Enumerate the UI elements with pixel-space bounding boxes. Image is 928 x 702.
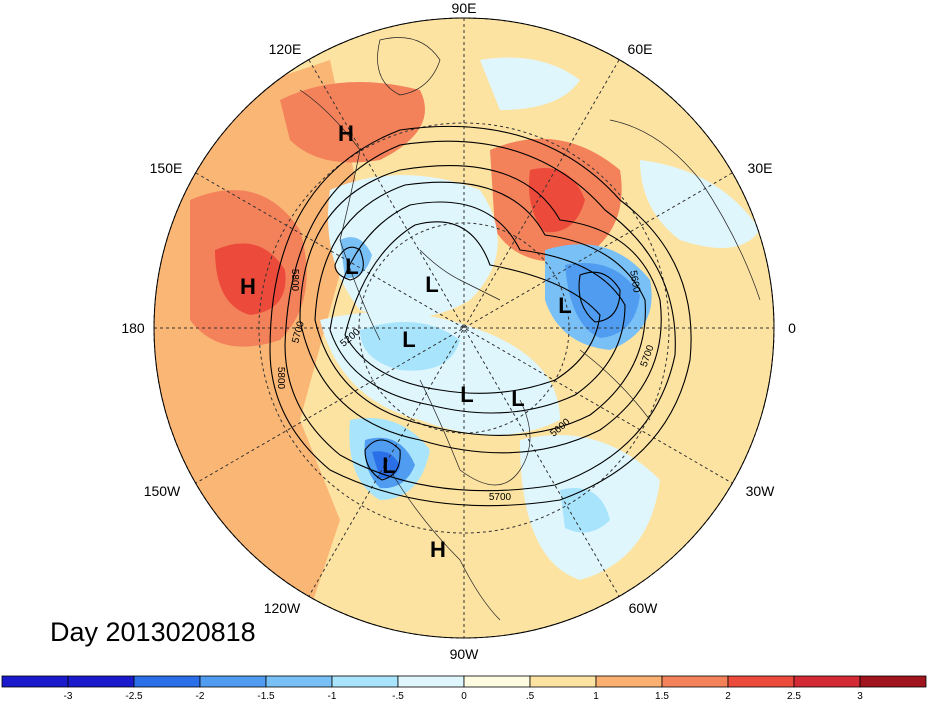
colorbar-swatch — [529, 675, 597, 688]
colorbar-tick-label: 0 — [461, 691, 467, 702]
lon-label-90e: 90E — [452, 0, 477, 16]
lon-label-60e: 60E — [628, 41, 653, 57]
colorbar-tick-label: -2 — [196, 691, 205, 702]
colorbar-swatch — [793, 675, 861, 688]
colorbar-tick-label: 3 — [857, 691, 863, 702]
low-center: L — [511, 386, 524, 411]
lon-label-0: 0 — [788, 320, 796, 336]
high-center: H — [240, 274, 256, 299]
contour-label: 5800 — [275, 367, 286, 390]
map-title: Day 2013020818 — [50, 617, 256, 647]
low-center: L — [558, 293, 571, 318]
coastlines — [299, 37, 761, 621]
colorbar-tick-label: -3 — [64, 691, 73, 702]
low-center: L — [402, 327, 415, 352]
high-center: H — [430, 537, 446, 562]
lon-label-120w: 120W — [264, 600, 301, 616]
colorbar-tick-label: -1.5 — [257, 691, 275, 702]
colorbar-tick-label: -1 — [328, 691, 337, 702]
high-center: H — [338, 121, 354, 146]
colorbar: -3 -2.5 -2 -1.5 -1 -.5 0 .5 1 1.5 2 2.5 3 — [1, 675, 927, 702]
colorbar-tick-label: -.5 — [392, 691, 404, 702]
colorbar-tick-label: .5 — [526, 691, 535, 702]
longitude-labels: 90E 60E 120E 30E 150E 180 0 150W 30W 120… — [121, 0, 796, 662]
colorbar-swatch — [397, 675, 465, 688]
lon-label-150w: 150W — [144, 483, 181, 499]
colorbar-swatch — [133, 675, 201, 688]
colorbar-swatch — [331, 675, 399, 688]
lon-label-60w: 60W — [629, 600, 659, 616]
colorbar-swatch — [463, 675, 531, 688]
colorbar-tick-label: 1.5 — [655, 691, 669, 702]
colorbar-swatch — [595, 675, 663, 688]
colorbar-swatch — [661, 675, 729, 688]
colorbar-swatch — [859, 675, 927, 688]
colorbar-swatch — [1, 675, 69, 688]
colorbar-tick-label: 1 — [593, 691, 599, 702]
height-contours — [269, 125, 692, 507]
colorbar-tick-label: 2.5 — [787, 691, 801, 702]
lon-label-120e: 120E — [269, 41, 302, 57]
lon-label-30w: 30W — [746, 483, 776, 499]
lon-label-90w: 90W — [450, 646, 480, 662]
low-center: L — [382, 453, 395, 478]
contour-label: 5600 — [627, 270, 642, 294]
colorbar-swatch — [67, 675, 135, 688]
colorbar-swatches — [1, 675, 927, 688]
lon-label-30e: 30E — [748, 160, 773, 176]
colorbar-swatch — [199, 675, 267, 688]
low-center: L — [345, 254, 358, 279]
low-center: L — [460, 382, 473, 407]
colorbar-tick-label: 2 — [725, 691, 731, 702]
lon-label-150e: 150E — [150, 160, 183, 176]
colorbar-swatch — [265, 675, 333, 688]
colorbar-tick-label: -2.5 — [125, 691, 143, 702]
contour-label: 5700 — [489, 492, 512, 503]
colorbar-swatch — [727, 675, 795, 688]
low-center: L — [425, 272, 438, 297]
lon-label-180: 180 — [121, 320, 145, 336]
contour-label: 5800 — [289, 269, 300, 292]
pressure-centers: H H H L L L L L L L L — [240, 121, 572, 562]
colorbar-ticks: -3 -2.5 -2 -1.5 -1 -.5 0 .5 1 1.5 2 2.5 3 — [64, 691, 864, 702]
polar-stereographic-map: 90E 60E 120E 30E 150E 180 0 150W 30W 120… — [121, 0, 796, 662]
